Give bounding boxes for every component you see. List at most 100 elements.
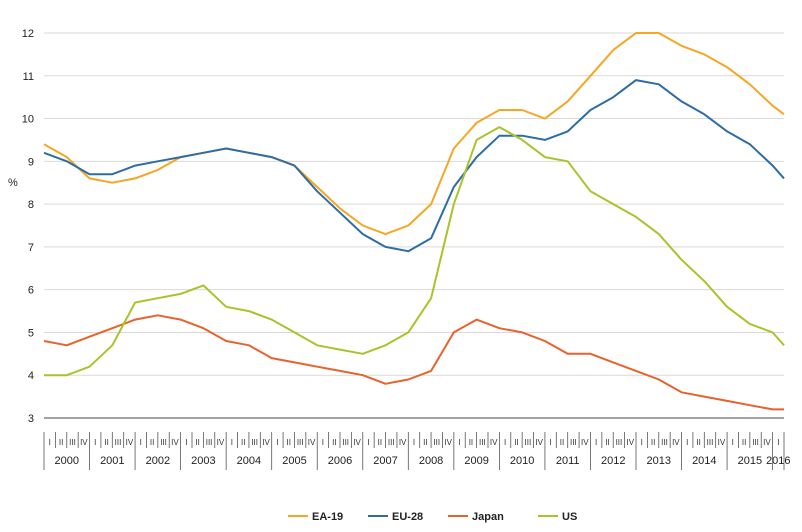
- quarter-label: IV: [581, 438, 589, 447]
- year-label: 2010: [510, 455, 534, 467]
- quarter-label: IV: [399, 438, 407, 447]
- year-label: 2013: [647, 455, 671, 467]
- legend-label-us: US: [562, 511, 577, 523]
- y-tick-label: 9: [28, 156, 34, 168]
- quarter-label: III: [342, 438, 349, 447]
- quarter-label: III: [479, 438, 486, 447]
- quarter-label: III: [433, 438, 440, 447]
- quarter-label: IV: [763, 438, 771, 447]
- quarter-label: III: [616, 438, 623, 447]
- year-label: 2006: [328, 455, 352, 467]
- year-label: 2012: [601, 455, 625, 467]
- quarter-label: IV: [490, 438, 498, 447]
- quarter-label: II: [514, 438, 518, 447]
- year-label: 2001: [100, 455, 124, 467]
- quarter-label: II: [696, 438, 700, 447]
- quarter-label: III: [752, 438, 759, 447]
- y-tick-label: 11: [23, 71, 34, 83]
- legend-label-eu-28: EU-28: [392, 511, 423, 523]
- quarter-label: III: [160, 438, 167, 447]
- y-tick-label: 12: [22, 28, 34, 40]
- quarter-label: I: [276, 438, 278, 447]
- year-label: 2008: [419, 455, 443, 467]
- series-lines: [43, 32, 785, 411]
- quarter-label: II: [378, 438, 382, 447]
- quarter-label: I: [322, 438, 324, 447]
- quarter-label: III: [707, 438, 714, 447]
- year-label: 2011: [556, 455, 580, 467]
- quarter-label: IV: [718, 438, 726, 447]
- year-label: 2005: [282, 455, 306, 467]
- quarter-label: III: [251, 438, 258, 447]
- y-axis-label: %: [8, 177, 18, 189]
- quarter-label: II: [560, 438, 564, 447]
- quarter-label: IV: [262, 438, 270, 447]
- year-label: 2000: [55, 455, 79, 467]
- year-label: 2016: [766, 455, 790, 467]
- quarter-label: II: [195, 438, 199, 447]
- quarter-label: IV: [217, 438, 225, 447]
- quarter-label: IV: [353, 438, 361, 447]
- series-line-ea-19: [43, 32, 785, 236]
- quarter-label: III: [69, 438, 76, 447]
- quarter-label: I: [641, 438, 643, 447]
- legend-label-japan: Japan: [472, 511, 504, 523]
- quarter-label: II: [651, 438, 655, 447]
- quarter-label: I: [595, 438, 597, 447]
- quarter-label: I: [140, 438, 142, 447]
- quarter-label: III: [388, 438, 395, 447]
- series-line-japan: [43, 314, 784, 411]
- quarter-label: I: [504, 438, 506, 447]
- quarter-label: I: [732, 438, 734, 447]
- legend-label-ea-19: EA-19: [312, 511, 343, 523]
- quarter-label: IV: [535, 438, 543, 447]
- year-label: 2014: [692, 455, 716, 467]
- series-line-eu-28: [43, 79, 785, 253]
- year-label: 2007: [373, 455, 397, 467]
- quarter-label: IV: [80, 438, 88, 447]
- quarter-label: II: [287, 438, 291, 447]
- quarter-label: III: [206, 438, 213, 447]
- quarter-label: III: [115, 438, 122, 447]
- quarter-label: III: [570, 438, 577, 447]
- quarter-label: II: [469, 438, 473, 447]
- quarter-label: III: [661, 438, 668, 447]
- quarter-label: III: [297, 438, 304, 447]
- quarter-label: IV: [308, 438, 316, 447]
- quarter-label: I: [413, 438, 415, 447]
- quarter-label: II: [423, 438, 427, 447]
- quarter-label: II: [104, 438, 108, 447]
- year-label: 2015: [738, 455, 762, 467]
- quarter-label: II: [742, 438, 746, 447]
- year-label: 2004: [237, 455, 261, 467]
- quarter-label: I: [367, 438, 369, 447]
- quarter-label: IV: [627, 438, 635, 447]
- year-label: 2003: [191, 455, 215, 467]
- quarter-label: I: [94, 438, 96, 447]
- quarter-label: II: [241, 438, 245, 447]
- y-tick-label: 3: [28, 413, 34, 425]
- quarter-label: III: [525, 438, 532, 447]
- series-line-us: [44, 126, 785, 377]
- quarter-label: IV: [672, 438, 680, 447]
- y-tick-label: 10: [22, 114, 34, 126]
- y-tick-label: 8: [28, 199, 34, 211]
- quarter-label: I: [185, 438, 187, 447]
- quarter-label: IV: [171, 438, 179, 447]
- y-tick-label: 6: [28, 285, 34, 297]
- y-tick-label: 4: [28, 370, 34, 382]
- y-tick-label: 7: [28, 242, 34, 254]
- quarter-label: II: [332, 438, 336, 447]
- quarter-label: I: [231, 438, 233, 447]
- y-axis: 3 4 5 6 7 8 9 10 11 12%: [8, 28, 34, 425]
- quarter-label: II: [605, 438, 609, 447]
- quarter-label: II: [59, 438, 63, 447]
- quarter-label: I: [549, 438, 551, 447]
- gridlines: [44, 32, 784, 419]
- year-label: 2009: [464, 455, 488, 467]
- quarter-label: I: [458, 438, 460, 447]
- legend: EA-19 EU-28 Japan US: [288, 511, 577, 523]
- y-tick-label: 5: [28, 327, 34, 339]
